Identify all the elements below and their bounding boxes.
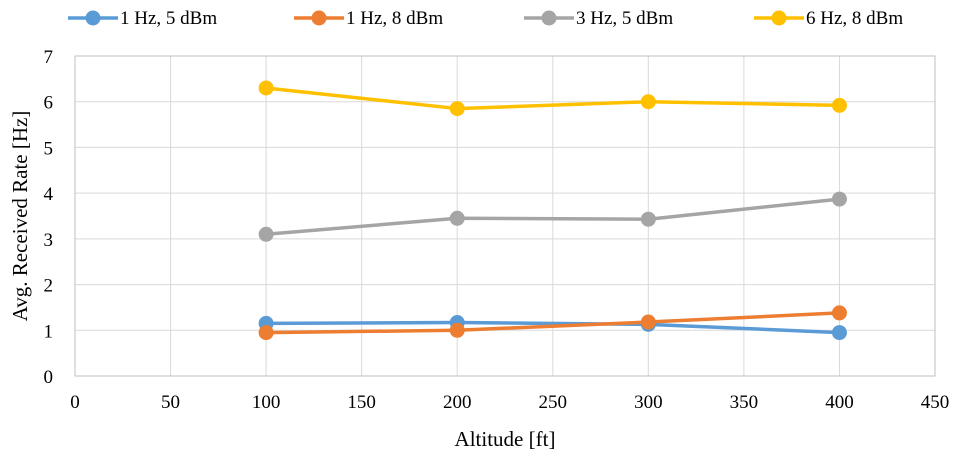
data-point bbox=[258, 325, 274, 341]
x-tick-label: 400 bbox=[825, 392, 854, 413]
data-point bbox=[831, 97, 847, 113]
x-axis-ticks: 0 50 100 150 200 250 300 350 400 450 bbox=[70, 392, 949, 413]
legend: 1 Hz, 5 dBm 1 Hz, 8 dBm 3 Hz, 5 dBm 6 Hz, 8… bbox=[68, 8, 903, 29]
legend-marker bbox=[771, 10, 787, 26]
data-point bbox=[449, 101, 465, 117]
data-point bbox=[258, 80, 274, 96]
data-point bbox=[640, 94, 656, 110]
legend-marker bbox=[541, 10, 557, 26]
series-line bbox=[266, 311, 840, 335]
y-tick-label: 1 bbox=[44, 321, 54, 342]
legend-marker bbox=[85, 10, 101, 26]
plot-area bbox=[74, 55, 936, 377]
y-tick-label: 3 bbox=[44, 230, 54, 251]
legend-item: 1 Hz, 8 dBm bbox=[294, 8, 443, 29]
data-point bbox=[831, 305, 847, 321]
legend-marker bbox=[311, 10, 327, 26]
data-point bbox=[449, 322, 465, 338]
x-tick-label: 200 bbox=[443, 392, 472, 413]
series-line bbox=[266, 320, 840, 335]
series-4 bbox=[258, 80, 847, 117]
y-axis-title: Avg. Received Rate [Hz] bbox=[8, 111, 32, 322]
data-point bbox=[449, 210, 465, 226]
y-tick-label: 5 bbox=[44, 138, 54, 159]
series-3 bbox=[258, 191, 847, 242]
legend-label: 3 Hz, 5 dBm bbox=[576, 8, 673, 29]
y-tick-label: 6 bbox=[44, 93, 54, 114]
y-tick-label: 2 bbox=[44, 276, 54, 297]
x-tick-label: 50 bbox=[161, 392, 180, 413]
series-2 bbox=[258, 305, 847, 341]
y-tick-label: 0 bbox=[44, 367, 54, 388]
y-tick-label: 4 bbox=[44, 184, 54, 205]
legend-label: 1 Hz, 5 dBm bbox=[120, 8, 217, 29]
y-tick-label: 7 bbox=[44, 47, 54, 68]
x-tick-label: 0 bbox=[70, 392, 80, 413]
data-point bbox=[831, 191, 847, 207]
data-point bbox=[640, 211, 656, 227]
legend-label: 1 Hz, 8 dBm bbox=[346, 8, 443, 29]
x-tick-label: 450 bbox=[921, 392, 950, 413]
legend-item: 6 Hz, 8 dBm bbox=[754, 8, 903, 29]
plot-border bbox=[74, 55, 936, 377]
legend-item: 1 Hz, 5 dBm bbox=[68, 8, 217, 29]
y-axis-ticks: 0 1 2 3 4 5 6 7 bbox=[44, 47, 54, 388]
legend-item: 3 Hz, 5 dBm bbox=[524, 8, 673, 29]
series-line bbox=[265, 86, 840, 111]
x-tick-label: 250 bbox=[539, 392, 568, 413]
series-layer bbox=[258, 80, 847, 341]
x-tick-label: 300 bbox=[634, 392, 663, 413]
x-tick-label: 100 bbox=[252, 392, 281, 413]
legend-label: 6 Hz, 8 dBm bbox=[806, 8, 903, 29]
data-point bbox=[640, 314, 656, 330]
x-tick-label: 350 bbox=[730, 392, 759, 413]
data-point bbox=[258, 226, 274, 242]
data-point bbox=[831, 325, 847, 341]
series-line bbox=[265, 197, 840, 237]
x-axis-title: Altitude [ft] bbox=[455, 427, 556, 451]
x-tick-label: 150 bbox=[347, 392, 376, 413]
